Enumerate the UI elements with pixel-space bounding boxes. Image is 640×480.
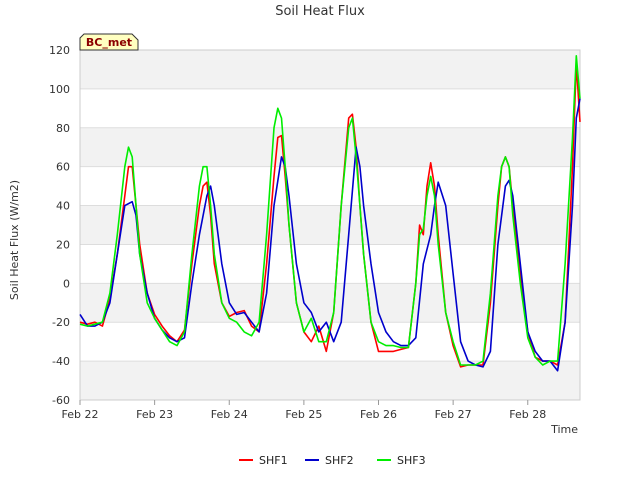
- x-tick-label: Feb 23: [136, 408, 173, 421]
- chart-title: Soil Heat Flux: [275, 4, 365, 19]
- background-band: [80, 205, 580, 245]
- station-badge: BC_met: [79, 33, 139, 51]
- y-tick-label: 100: [49, 83, 70, 96]
- x-tick-label: Feb 25: [285, 408, 322, 421]
- y-tick-label: 80: [56, 122, 70, 135]
- y-tick-label: 40: [56, 200, 70, 213]
- x-tick-label: Feb 28: [509, 408, 546, 421]
- y-tick-label: -60: [52, 394, 70, 407]
- y-tick-label: 60: [56, 161, 70, 174]
- background-band: [80, 361, 580, 400]
- y-tick-label: 0: [63, 277, 70, 290]
- x-tick-label: Feb 26: [360, 408, 397, 421]
- badge-box: [79, 33, 139, 51]
- x-tick-label: Feb 24: [211, 408, 248, 421]
- x-tick-label: Feb 22: [62, 408, 99, 421]
- x-tick-label: Feb 27: [435, 408, 472, 421]
- legend-label-shf1: SHF1: [259, 454, 288, 467]
- background-band: [80, 127, 580, 167]
- legend-label-shf3: SHF3: [397, 454, 426, 467]
- legend: SHF1 SHF2 SHF3: [239, 454, 426, 467]
- x-axis-ticks: Feb 22 Feb 23 Feb 24 Feb 25 Feb 26 Feb 27 Feb …: [62, 400, 546, 421]
- y-axis-ticks: -60 -40 -20 0 20 40 60 80 100 120: [49, 44, 70, 407]
- plot-area-frame: [79, 49, 581, 401]
- background-band: [80, 50, 580, 89]
- y-tick-label: 20: [56, 238, 70, 251]
- y-tick-label: -20: [52, 316, 70, 329]
- series-line-shf3: [79, 54, 581, 366]
- y-axis-title: Soil Heat Flux (W/m2): [8, 180, 21, 300]
- y-tick-label: 120: [49, 44, 70, 57]
- series-lines: [79, 54, 581, 372]
- y-tick-label: -40: [52, 355, 70, 368]
- legend-label-shf2: SHF2: [325, 454, 354, 467]
- badge-label: BC_met: [86, 36, 132, 49]
- x-axis-title: Time: [550, 423, 578, 436]
- background-band: [80, 283, 580, 323]
